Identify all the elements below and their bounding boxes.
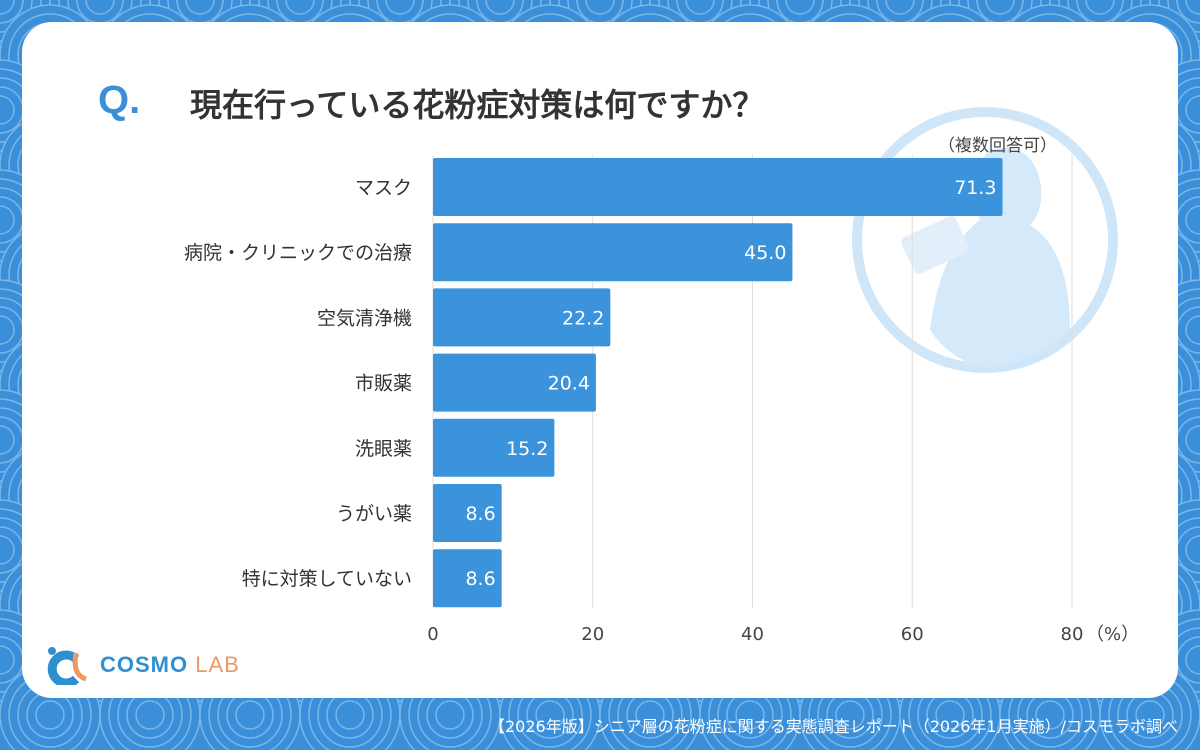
category-label: 洗眼薬 [355,438,412,460]
wave-arc [0,205,15,235]
category-label: マスク [355,177,412,199]
category-label: 市販薬 [355,373,412,395]
bar-value-label: 8.6 [465,503,495,525]
wave-arc [185,0,215,15]
cosmo-lab-logo: COSMO LAB [46,645,240,685]
wave-arc [435,700,465,730]
wave-arc [0,645,15,675]
wave-arc [0,315,15,345]
wave-arc [35,700,65,730]
bar [433,549,502,608]
x-tick-label: 80 [1061,624,1084,645]
wave-arc [385,0,415,15]
bar-value-label: 15.2 [506,438,548,460]
wave-arc [635,700,665,730]
question-mark-label: Q. [98,78,141,122]
logo-icon [47,647,87,685]
bar [433,288,611,347]
x-tick-label: 0 [427,624,438,645]
wave-arc [0,95,15,125]
bar-value-label: 45.0 [744,242,786,264]
bar [433,418,555,477]
wave-arc [935,700,965,730]
category-label: 病院・クリニックでの治療 [184,242,412,264]
bar [433,353,596,412]
wave-arc [685,0,715,15]
wave-arc [585,0,615,15]
x-tick-label: 40 [741,624,764,645]
x-tick-label: 20 [581,624,604,645]
wave-arc [885,0,915,15]
wave-arc [0,535,15,565]
bar-value-label: 20.4 [548,373,590,395]
bar-value-label: 8.6 [465,568,495,590]
wave-arc [285,0,315,15]
wave-arc [1135,700,1165,730]
wave-arc [1185,315,1200,345]
chart-title: 現在行っている花粉症対策は何ですか？ [190,86,765,124]
wave-arc [1185,205,1200,235]
logo-brand: COSMO [100,652,189,677]
wave-arc [985,0,1015,15]
bar-value-label: 22.2 [562,307,604,329]
wave-arc [785,0,815,15]
x-unit-label: （%） [1086,624,1139,645]
wave-arc [0,425,15,455]
wave-arc [135,700,165,730]
bar [433,158,1003,216]
bar [433,484,502,542]
bar [433,223,793,282]
wave-arc [1185,425,1200,455]
category-label: 空気清浄機 [317,307,412,329]
x-tick-label: 60 [901,624,924,645]
bar-value-label: 71.3 [954,177,996,199]
wave-arc [235,700,265,730]
source-footer: 【2026年版】シニア層の花粉症に関する実態調査レポート（2026年1月実施）/… [488,717,1178,736]
wave-arc [1185,95,1200,125]
wave-arc [735,700,765,730]
wave-arc [335,700,365,730]
wave-arc [1085,0,1115,15]
wave-arc [1035,700,1065,730]
multiple-answer-note: （複数回答可） [938,136,1057,156]
wave-arc [535,700,565,730]
wave-arc [835,700,865,730]
category-label: うがい薬 [336,503,412,525]
wave-arc [485,0,515,15]
wave-arc [85,0,115,15]
wave-arc [1185,645,1200,675]
wave-arc [1185,535,1200,565]
logo-lab: LAB [195,652,240,677]
category-label: 特に対策していない [242,568,412,590]
